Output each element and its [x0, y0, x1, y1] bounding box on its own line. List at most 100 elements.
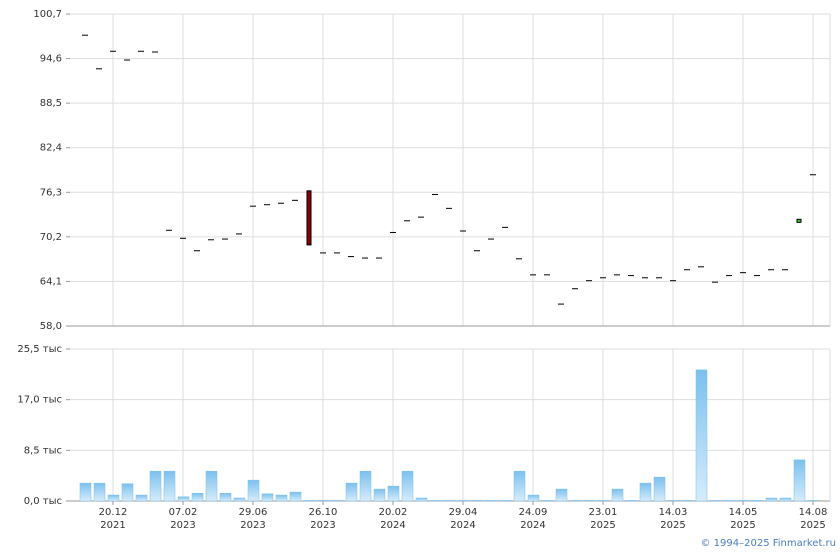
x-tick-label: 20.12 2021 [99, 507, 128, 531]
y-tick-label: 17,0 тыс [17, 395, 62, 406]
x-tick-label-line: 2025 [800, 520, 825, 531]
x-tick-label-line: 24.09 [519, 507, 548, 518]
x-tick-label: 24.09 2024 [519, 507, 548, 531]
y-tick-label: 25,5 тыс [17, 344, 62, 355]
x-tick-label-line: 2025 [730, 520, 755, 531]
y-tick-label: 82,4 [40, 143, 62, 154]
x-tick-label: 29.06 2023 [239, 507, 268, 531]
x-tick-label: 14.03 2025 [659, 507, 688, 531]
volume-bar [527, 494, 540, 502]
volume-bar [583, 500, 596, 502]
volume-bar [443, 500, 456, 502]
y-tick-label: 64,1 [40, 276, 62, 287]
x-tick-label-line: 2024 [380, 520, 405, 531]
x-tick-label-line: 14.08 [799, 507, 828, 518]
volume-bar [331, 500, 344, 502]
y-tick-label: 8,5 тыс [24, 445, 62, 456]
volume-bar [639, 482, 652, 502]
x-tick-label-line: 14.03 [659, 507, 688, 518]
volume-bar [121, 483, 134, 502]
x-tick-label: 23.01 2025 [589, 507, 618, 531]
x-tick-label-line: 2024 [450, 520, 475, 531]
x-tick-label-line: 29.04 [449, 507, 478, 518]
y-tick-label: 0,0 тыс [24, 496, 62, 507]
x-tick-label-line: 2025 [590, 520, 615, 531]
volume-bar [289, 491, 302, 502]
volume-bar [723, 500, 736, 502]
volume-bar [695, 369, 708, 502]
volume-bar [149, 470, 162, 502]
y-tick-label: 70,2 [40, 232, 62, 243]
y-tick-label: 94,6 [40, 54, 62, 65]
x-tick-label-line: 29.06 [239, 507, 268, 518]
x-tick-label-line: 2021 [100, 520, 125, 531]
volume-bar [597, 500, 610, 502]
x-tick-label-line: 20.12 [99, 507, 128, 518]
volume-bar [107, 494, 120, 502]
volume-bar [79, 482, 92, 502]
x-tick-label: 14.08 2025 [799, 507, 828, 531]
y-tick-label: 100,7 [33, 9, 62, 20]
volume-bar [709, 500, 722, 502]
volume-bar [401, 470, 414, 502]
x-tick-label-line: 20.02 [379, 507, 408, 518]
volume-bar [373, 488, 386, 502]
volume-bar [625, 500, 638, 502]
volume-bar [429, 500, 442, 502]
volume-bar [135, 494, 148, 502]
volume-bar [415, 497, 428, 502]
volume-bar [485, 500, 498, 502]
x-tick-label-line: 07.02 [169, 507, 198, 518]
volume-bar [737, 500, 750, 502]
volume-bar [611, 488, 624, 502]
volume-bar [765, 497, 778, 502]
volume-bar [303, 500, 316, 502]
x-tick-label-line: 23.01 [589, 507, 618, 518]
volume-bar [681, 500, 694, 502]
volume-bar [653, 476, 666, 502]
y-tick-label: 76,3 [40, 187, 62, 198]
volume-bar [233, 497, 246, 502]
volume-bar [93, 482, 106, 502]
volume-bar [191, 493, 204, 502]
volume-bar [163, 470, 176, 502]
volume-bar [667, 500, 680, 502]
volume-bar [807, 500, 820, 502]
volume-bar [387, 485, 400, 502]
volume-bar [177, 496, 190, 502]
volume-bar [275, 494, 288, 502]
y-tick-label: 58,0 [40, 321, 62, 332]
x-tick-label-line: 2025 [660, 520, 685, 531]
volume-bar [471, 500, 484, 502]
volume-bar [513, 470, 526, 502]
volume-bar [779, 497, 792, 502]
volume-bar [793, 459, 806, 502]
x-tick-label-line: 2023 [170, 520, 195, 531]
volume-bar [317, 500, 330, 502]
x-tick-label: 07.02 2023 [169, 507, 198, 531]
x-tick-label: 20.02 2024 [379, 507, 408, 531]
x-tick-label-line: 14.05 [729, 507, 758, 518]
volume-bar [247, 479, 260, 502]
x-tick-label: 26.10 2023 [309, 507, 338, 531]
volume-bar [205, 470, 218, 502]
candle-body [796, 218, 802, 223]
footer: © 1994–2025 Finmarket.ru [700, 538, 836, 549]
x-tick-label: 29.04 2024 [449, 507, 478, 531]
volume-bar [499, 500, 512, 502]
x-tick-label: 14.05 2025 [729, 507, 758, 531]
volume-bar [219, 493, 232, 502]
x-tick-label-line: 2023 [310, 520, 335, 531]
x-tick-label-line: 2024 [520, 520, 545, 531]
volume-bar [555, 488, 568, 502]
candle-body [306, 190, 312, 246]
volume-bar [541, 500, 554, 502]
volume-bar [345, 482, 358, 502]
volume-bar [261, 493, 274, 502]
volume-bar [457, 500, 470, 502]
y-tick-label: 88,5 [40, 98, 62, 109]
x-tick-label-line: 26.10 [309, 507, 338, 518]
volume-bar [569, 500, 582, 502]
volume-bar [751, 500, 764, 502]
